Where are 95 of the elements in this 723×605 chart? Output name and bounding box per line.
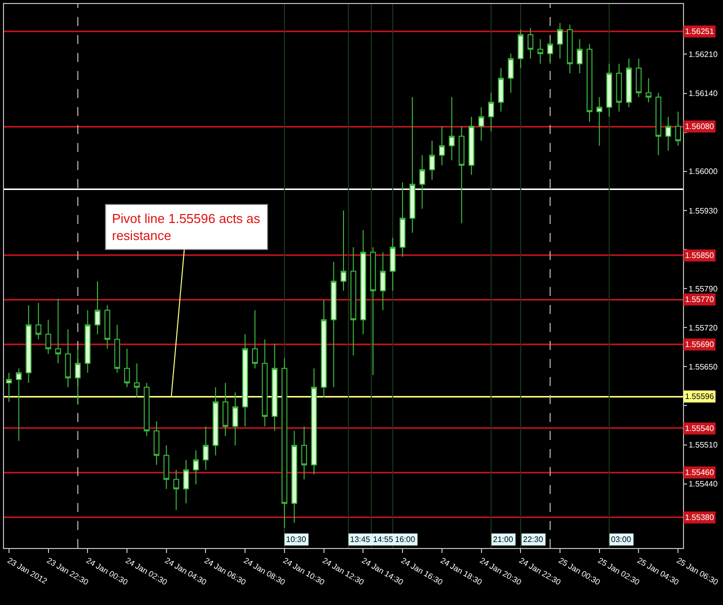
candlestick <box>144 382 150 436</box>
candlestick <box>311 368 317 475</box>
candlestick <box>626 58 632 108</box>
candlestick <box>508 53 514 94</box>
candlestick <box>675 111 681 146</box>
candlestick <box>301 426 308 480</box>
candlestick <box>262 338 268 427</box>
candlestick <box>350 246 356 356</box>
ref-line-label: 10:30 <box>286 535 307 544</box>
candlestick <box>183 459 189 504</box>
candlestick <box>566 24 573 74</box>
candlestick <box>576 38 583 74</box>
y-tick-label: 1.55650 <box>688 362 718 372</box>
candlestick <box>192 450 199 485</box>
candlestick <box>55 298 62 364</box>
candlestick <box>448 96 455 161</box>
candlestick <box>596 96 602 146</box>
ref-line-label: 22:30 <box>523 535 544 544</box>
candlestick <box>537 38 544 64</box>
candlestick <box>478 106 484 142</box>
candlestick <box>606 63 612 118</box>
candlestick <box>114 324 120 374</box>
candlestick <box>222 382 228 436</box>
candlestick <box>272 343 278 432</box>
candlestick <box>74 348 81 406</box>
ref-line-label: 1.56080 <box>685 122 714 131</box>
candlestick <box>557 22 563 60</box>
ref-line-label: 1.55770 <box>685 295 714 304</box>
candlestick <box>84 310 91 374</box>
candlestick <box>282 358 288 528</box>
candlestick <box>104 304 110 350</box>
candlestick <box>94 280 100 335</box>
candlestick <box>380 252 386 311</box>
candlestick <box>409 96 416 234</box>
candlestick <box>36 302 42 340</box>
annotation: Pivot line 1.55596 acts as resistance <box>112 211 261 243</box>
candlestick <box>340 210 346 292</box>
candlestick <box>438 126 445 166</box>
candlestick <box>173 469 180 511</box>
candlestick <box>468 116 474 176</box>
y-tick-label: 1.55440 <box>688 480 718 489</box>
ref-line-label: 1.55540 <box>685 424 714 433</box>
candlestick <box>252 310 258 369</box>
candlestick <box>320 300 327 398</box>
candlestick <box>665 116 672 152</box>
candlestick <box>360 229 366 335</box>
ref-line-label: 16:00 <box>395 535 416 544</box>
candlestick <box>419 154 426 210</box>
candlestick <box>370 246 376 376</box>
candlestick <box>498 68 504 112</box>
ref-line-label: 1.55460 <box>685 468 714 477</box>
y-tick-label: 1.56140 <box>688 89 718 98</box>
ref-line-label: 1.56251 <box>685 27 714 36</box>
candlestick <box>154 420 160 466</box>
candlestick <box>586 44 592 122</box>
candlestick <box>202 426 209 470</box>
candlestick <box>212 386 218 456</box>
y-tick-label: 1.55930 <box>688 206 718 216</box>
y-tick-label: 1.56210 <box>688 50 718 60</box>
candlestick <box>6 372 12 402</box>
candlestick <box>330 261 337 388</box>
candlestick <box>291 430 298 524</box>
candlestick <box>547 38 554 64</box>
candlestick <box>134 362 140 398</box>
candlestick <box>636 58 642 98</box>
candlestick <box>242 334 248 427</box>
ref-line-label: 21:00 <box>493 535 514 544</box>
ref-line-label: 14:55 <box>373 535 394 544</box>
candlestick <box>65 328 71 388</box>
candlestick <box>646 78 652 103</box>
ref-line-label: 03:00 <box>611 535 632 544</box>
candlestick <box>616 63 622 112</box>
candlestick <box>655 92 662 156</box>
y-tick-label: 1.55720 <box>688 323 718 332</box>
candlestick <box>528 27 534 60</box>
y-tick-label: 1.55790 <box>688 284 718 294</box>
candlestick <box>429 140 435 180</box>
ref-line-label: 1.55850 <box>685 251 714 260</box>
y-tick-label: 1.55510 <box>688 440 718 450</box>
candlestick <box>488 92 494 132</box>
candlestick <box>390 237 396 292</box>
candlestick <box>163 444 170 490</box>
candlestick <box>232 392 238 446</box>
ref-line-label: 1.55596 <box>685 392 714 401</box>
candlestick <box>124 348 130 388</box>
candlestick <box>400 182 406 258</box>
ref-line-label: 1.55380 <box>685 513 714 522</box>
candlestick <box>16 368 22 442</box>
y-tick-label: 1.56000 <box>688 167 718 176</box>
ref-line-label: 1.55690 <box>685 340 714 349</box>
candlestick <box>518 29 524 69</box>
candlestick <box>26 304 32 384</box>
ref-line-label: 13:45 <box>350 535 371 544</box>
candlestick <box>45 319 52 354</box>
candlestick <box>458 126 464 224</box>
